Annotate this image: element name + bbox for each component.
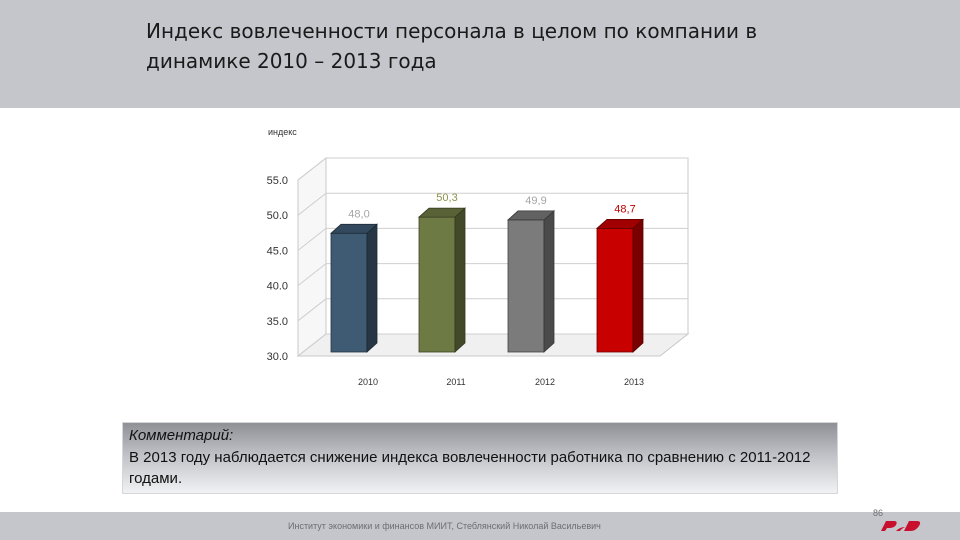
gridline [297, 157, 688, 181]
y-tick-label: 30.0 [267, 351, 288, 363]
chart-bars [329, 207, 645, 353]
value-label: 49,9 [525, 195, 546, 207]
comment-text: В 2013 году наблюдается снижение индекса… [129, 449, 811, 487]
header-band: Индекс вовлеченности персонала в целом п… [0, 0, 960, 108]
bar-side [543, 210, 555, 353]
slide-title: Индекс вовлеченности персонала в целом п… [146, 19, 758, 73]
chart-svg: 30.035.040.045.050.055.0 48,050,3 49,948,… [267, 127, 690, 387]
bar-2010 [329, 223, 379, 353]
bar-top [329, 223, 379, 234]
y-axis-label: индекс [268, 127, 297, 137]
bar-top [506, 210, 556, 221]
x-tick-labels: 2010 2011 2012 2013 [358, 377, 644, 387]
bar-chart: 30.0 35.0 40.0 45.0 50.0 55.0 48,0 50,3 49,9 48,… [0, 108, 960, 428]
bar-front [418, 216, 456, 353]
x-tick-label: 2011 [446, 377, 465, 387]
y-tick-label: 50.0 [267, 210, 288, 222]
x-tick-label: 2013 [624, 377, 644, 387]
comment-box: Комментарий: В 2013 году наблюдается сни… [122, 422, 838, 494]
value-label: 48,7 [614, 203, 635, 215]
y-tick-label: 35.0 [267, 316, 288, 328]
bar-side [366, 223, 378, 353]
y-tick-label: 55.0 [267, 175, 288, 187]
value-labels: 48,0 50,3 49,9 48,7 [348, 192, 635, 220]
bar-front [507, 219, 545, 353]
x-tick-label: 2010 [358, 377, 378, 387]
gridline [297, 298, 688, 322]
side-wall [297, 156, 327, 358]
x-tick-label: 2012 [535, 377, 555, 387]
page-number: 86 [873, 508, 884, 518]
bar-front [596, 227, 634, 353]
comment-heading: Комментарий: [129, 427, 234, 444]
bar-2013 [595, 218, 645, 353]
gridline [297, 192, 688, 216]
y-tick-label: 45.0 [267, 245, 288, 257]
value-label: 50,3 [436, 192, 457, 204]
y-tick-labels: 30.0 35.0 40.0 45.0 50.0 55.0 [267, 175, 288, 363]
value-label: 48,0 [348, 208, 369, 220]
bar-2012 [506, 210, 556, 353]
y-tick-label: 40.0 [267, 281, 288, 293]
gridline [297, 227, 688, 251]
bar-side [632, 218, 644, 353]
chart-gridlines [297, 157, 688, 357]
footer-band: Институт экономики и финансов МИИТ, Стеб… [0, 512, 960, 540]
bar-side [454, 207, 466, 353]
footer-author: Институт экономики и финансов МИИТ, Стеб… [288, 521, 601, 531]
bar-top [595, 218, 645, 229]
bar-2011 [417, 207, 467, 353]
bar-top [417, 207, 467, 218]
gridline [297, 333, 688, 357]
rzd-logo-icon [881, 521, 921, 531]
bar-front [330, 232, 368, 353]
gridline [297, 263, 688, 286]
